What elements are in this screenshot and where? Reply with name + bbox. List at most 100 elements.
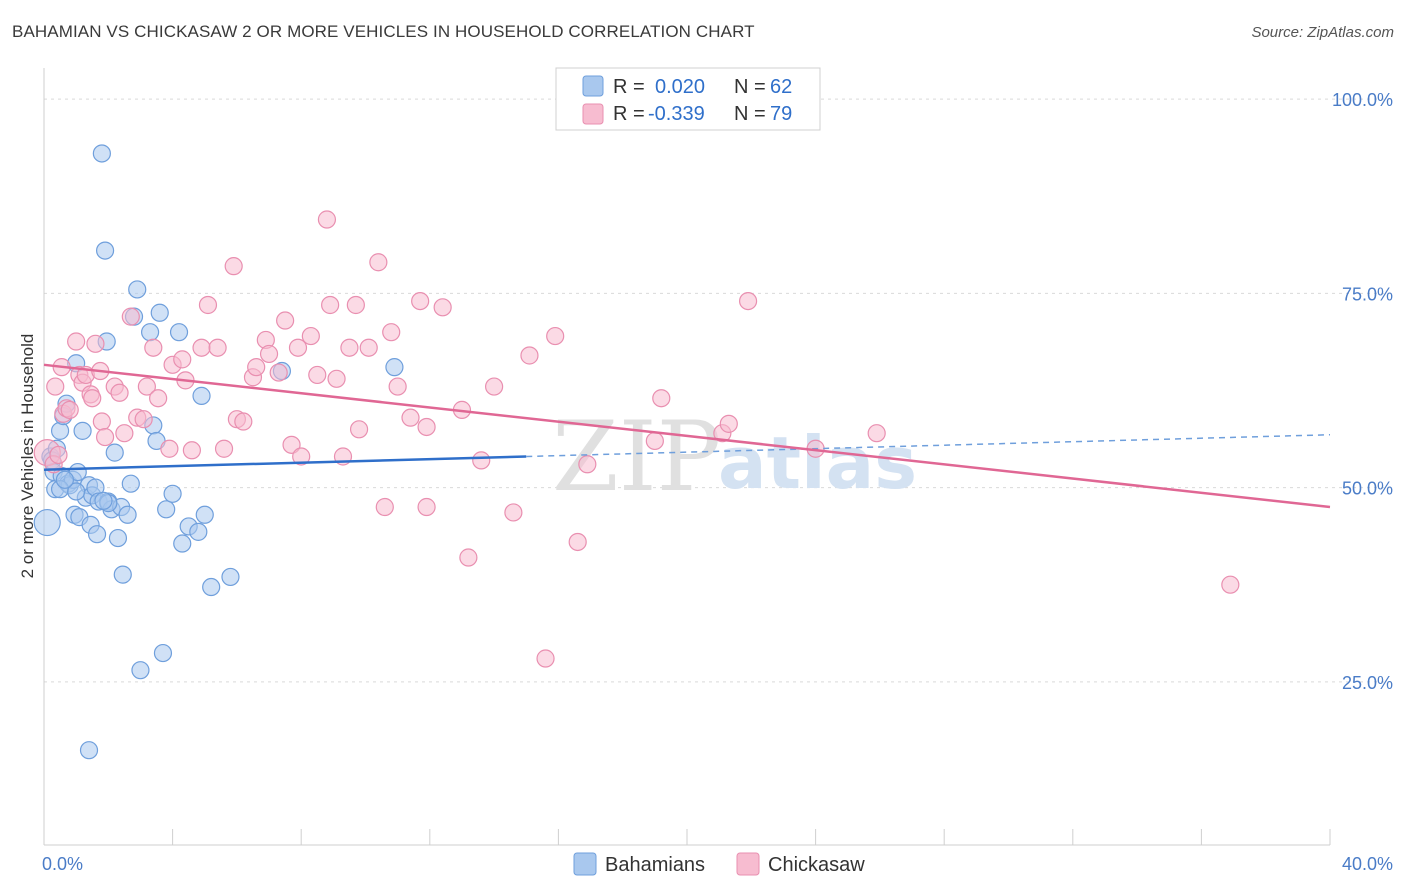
point-bahamians (105, 443, 124, 462)
legend-bottom-swatch-bahamians (573, 852, 597, 876)
point-chickasaw (134, 410, 153, 429)
y-tick-labels: 25.0% 50.0% 75.0% 100.0% (1332, 90, 1393, 693)
point-chickasaw (121, 307, 140, 326)
point-bahamians (33, 508, 61, 537)
point-bahamians (173, 534, 192, 553)
point-chickasaw (340, 338, 359, 357)
point-chickasaw (49, 445, 68, 465)
point-bahamians (92, 144, 111, 163)
point-chickasaw (95, 427, 115, 447)
legend-bottom-label-bahamians: Bahamians (605, 854, 705, 876)
point-chickasaw (269, 363, 288, 382)
point-chickasaw (234, 412, 253, 431)
source-label: Source: ZipAtlas.com (1251, 24, 1394, 41)
point-chickasaw (224, 257, 243, 276)
trend-lines (43, 363, 1331, 509)
point-chickasaw (321, 295, 340, 315)
point-chickasaw (652, 389, 671, 408)
point-chickasaw (382, 323, 401, 342)
point-chickasaw (214, 439, 234, 458)
point-chickasaw (327, 369, 346, 388)
point-chickasaw (472, 451, 491, 470)
point-chickasaw (568, 532, 587, 552)
point-chickasaw (719, 414, 738, 433)
point-chickasaw (259, 344, 279, 364)
point-bahamians (55, 470, 74, 489)
point-chickasaw (388, 377, 407, 396)
point-bahamians (189, 522, 208, 541)
point-bahamians (163, 484, 182, 503)
legend-n-label-chickasaw: N = (734, 103, 766, 125)
point-chickasaw (369, 253, 388, 272)
point-chickasaw (1221, 575, 1240, 594)
point-bahamians (153, 643, 173, 663)
point-chickasaw (137, 377, 156, 396)
point-chickasaw (110, 383, 129, 402)
y-tick-label: 100.0% (1332, 90, 1393, 110)
legend-r-label-chickasaw: R = (613, 103, 645, 125)
point-chickasaw (160, 439, 179, 458)
point-bahamians (131, 661, 150, 680)
point-chickasaw (46, 377, 65, 396)
legend-swatch-bahamians (582, 75, 604, 97)
point-bahamians (73, 421, 92, 440)
point-chickasaw (401, 408, 420, 427)
legend-swatch-chickasaw (582, 103, 604, 125)
legend-top: R = 0.020 N = 62 R = -0.339 N = 79 (555, 67, 821, 131)
point-bahamians (67, 482, 86, 501)
point-chickasaw (738, 292, 758, 311)
point-chickasaw (417, 417, 436, 437)
chart-title: BAHAMIAN VS CHICKASAW 2 OR MORE VEHICLES… (12, 22, 755, 41)
legend-r-value-bahamians: 0.020 (655, 76, 705, 98)
point-chickasaw (433, 298, 452, 317)
point-bahamians (128, 280, 147, 299)
point-chickasaw (346, 295, 365, 315)
point-chickasaw (536, 649, 555, 668)
point-chickasaw (247, 358, 266, 377)
legend-n-label-bahamians: N = (734, 76, 766, 98)
point-chickasaw (578, 455, 597, 474)
point-bahamians (118, 505, 137, 524)
legend-bottom-swatch-chickasaw (736, 852, 760, 876)
point-chickasaw (282, 435, 301, 454)
point-chickasaw (375, 497, 394, 517)
legend-bottom: Bahamians Chickasaw (573, 852, 865, 876)
x-ticks (43, 829, 1331, 845)
point-chickasaw (144, 338, 163, 357)
y-tick-label: 75.0% (1342, 284, 1393, 304)
point-bahamians (157, 500, 176, 519)
point-bahamians (87, 525, 107, 544)
point-chickasaw (208, 338, 227, 357)
point-chickasaw (173, 350, 192, 369)
point-chickasaw (317, 210, 337, 229)
series-chickasaw (33, 210, 1240, 668)
point-chickasaw (546, 326, 565, 346)
point-chickasaw (182, 441, 201, 460)
point-bahamians (385, 358, 404, 377)
point-bahamians (221, 567, 240, 587)
y-axis-label: 2 or more Vehicles in Household (18, 334, 37, 579)
point-chickasaw (301, 326, 320, 346)
point-bahamians (121, 474, 140, 493)
point-bahamians (94, 491, 113, 510)
watermark-atlas: atlas (718, 421, 917, 505)
point-chickasaw (115, 424, 134, 443)
legend-n-value-chickasaw: 79 (770, 103, 792, 125)
point-chickasaw (459, 548, 478, 567)
point-chickasaw (645, 431, 664, 451)
point-chickasaw (308, 365, 327, 385)
point-bahamians (108, 528, 128, 548)
point-chickasaw (520, 346, 539, 365)
point-chickasaw (198, 295, 218, 315)
point-bahamians (169, 323, 189, 342)
point-bahamians (192, 386, 211, 405)
point-chickasaw (149, 389, 168, 408)
watermark-zip: ZIP (552, 401, 721, 513)
point-chickasaw (86, 334, 105, 353)
point-chickasaw (867, 424, 886, 443)
point-chickasaw (359, 338, 378, 357)
trend-line-bahamians (43, 455, 527, 471)
trend-line-chickasaw (43, 363, 1331, 509)
point-chickasaw (92, 412, 111, 431)
point-chickasaw (192, 338, 211, 357)
